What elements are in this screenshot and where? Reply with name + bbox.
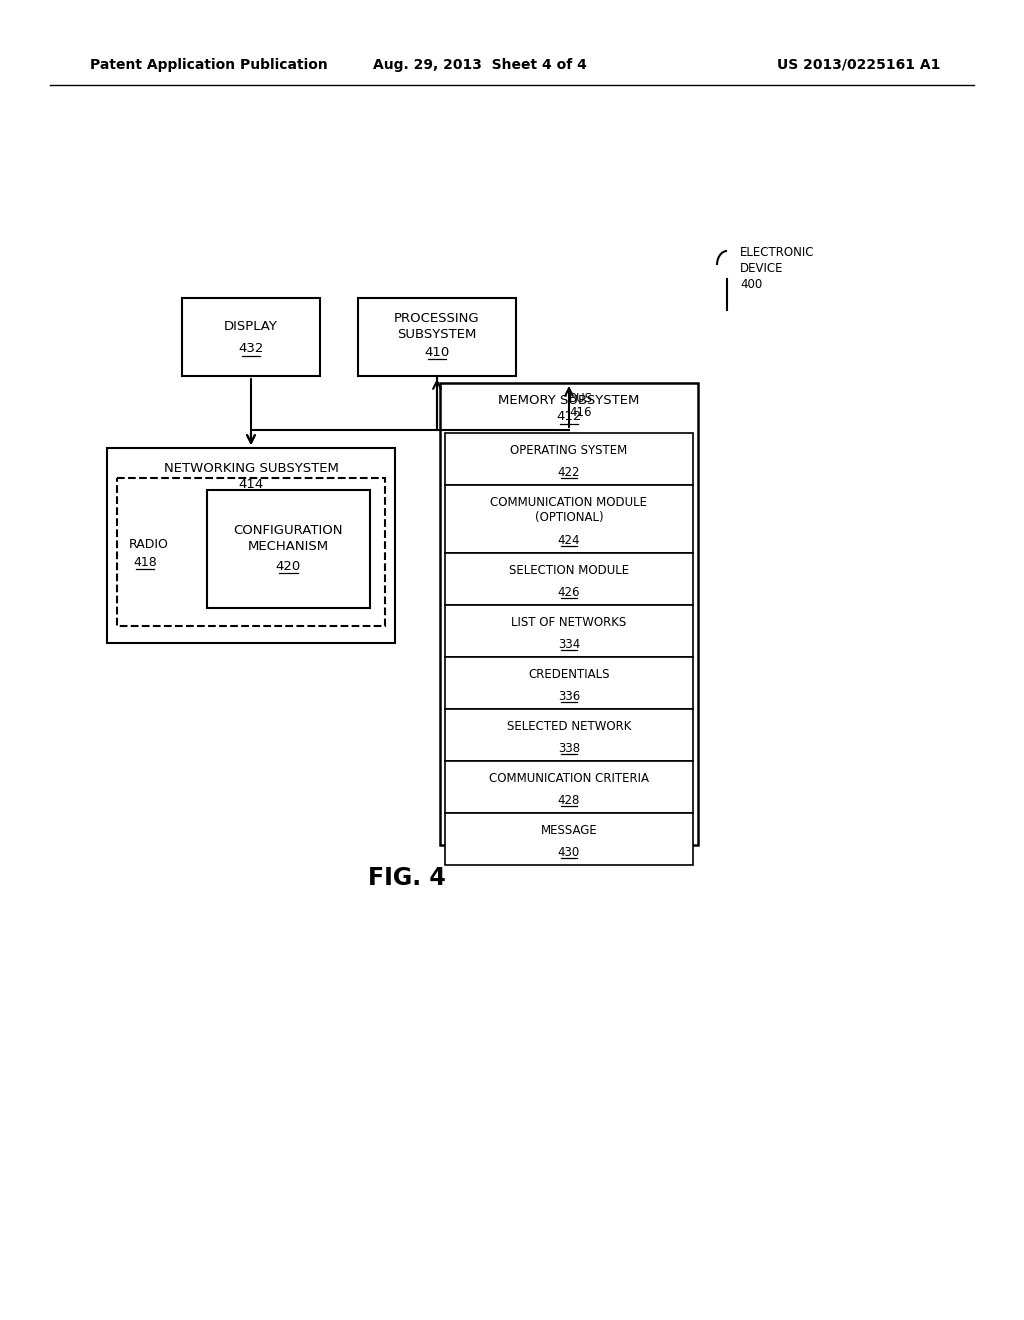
Text: 414: 414 xyxy=(239,479,263,491)
Text: 430: 430 xyxy=(558,846,581,858)
Text: CONFIGURATION: CONFIGURATION xyxy=(233,524,343,537)
Text: SUBSYSTEM: SUBSYSTEM xyxy=(397,327,477,341)
Text: 432: 432 xyxy=(239,342,264,355)
Text: SELECTED NETWORK: SELECTED NETWORK xyxy=(507,719,631,733)
Text: Aug. 29, 2013  Sheet 4 of 4: Aug. 29, 2013 Sheet 4 of 4 xyxy=(373,58,587,73)
Text: 426: 426 xyxy=(558,586,581,598)
Text: 410: 410 xyxy=(424,346,450,359)
Bar xyxy=(358,298,516,376)
Bar xyxy=(445,433,693,484)
Text: 334: 334 xyxy=(558,638,581,651)
Text: COMMUNICATION MODULE: COMMUNICATION MODULE xyxy=(490,496,647,510)
Text: RADIO: RADIO xyxy=(129,537,169,550)
Text: OPERATING SYSTEM: OPERATING SYSTEM xyxy=(510,444,628,457)
Text: 338: 338 xyxy=(558,742,580,755)
Text: ELECTRONIC: ELECTRONIC xyxy=(740,246,814,259)
Text: NETWORKING SUBSYSTEM: NETWORKING SUBSYSTEM xyxy=(164,462,339,474)
Text: LIST OF NETWORKS: LIST OF NETWORKS xyxy=(511,615,627,628)
Text: SELECTION MODULE: SELECTION MODULE xyxy=(509,564,629,577)
Bar xyxy=(445,709,693,762)
Text: (OPTIONAL): (OPTIONAL) xyxy=(535,511,603,524)
Bar xyxy=(440,383,698,845)
Text: 418: 418 xyxy=(133,556,157,569)
Text: COMMUNICATION CRITERIA: COMMUNICATION CRITERIA xyxy=(489,771,649,784)
Text: 412: 412 xyxy=(556,411,582,424)
Text: 420: 420 xyxy=(275,560,301,573)
Text: BUS: BUS xyxy=(569,392,593,404)
Text: FIG. 4: FIG. 4 xyxy=(368,866,445,890)
Text: 416: 416 xyxy=(569,405,592,418)
Bar xyxy=(445,813,693,865)
Text: DEVICE: DEVICE xyxy=(740,261,783,275)
Text: MEMORY SUBSYSTEM: MEMORY SUBSYSTEM xyxy=(499,393,640,407)
Text: DISPLAY: DISPLAY xyxy=(224,321,278,334)
Bar xyxy=(445,484,693,553)
Bar xyxy=(445,553,693,605)
Text: 400: 400 xyxy=(740,277,762,290)
Bar xyxy=(182,298,319,376)
Bar xyxy=(106,447,395,643)
Text: MECHANISM: MECHANISM xyxy=(248,540,329,553)
Bar xyxy=(445,762,693,813)
Text: 424: 424 xyxy=(558,533,581,546)
Text: 336: 336 xyxy=(558,689,581,702)
Text: Patent Application Publication: Patent Application Publication xyxy=(90,58,328,73)
Bar xyxy=(445,605,693,657)
Text: MESSAGE: MESSAGE xyxy=(541,824,597,837)
Text: 422: 422 xyxy=(558,466,581,479)
Text: 428: 428 xyxy=(558,793,581,807)
Text: PROCESSING: PROCESSING xyxy=(394,313,480,326)
Bar xyxy=(207,490,370,609)
Bar xyxy=(445,657,693,709)
Bar xyxy=(117,478,385,626)
Text: US 2013/0225161 A1: US 2013/0225161 A1 xyxy=(776,58,940,73)
Text: CREDENTIALS: CREDENTIALS xyxy=(528,668,609,681)
